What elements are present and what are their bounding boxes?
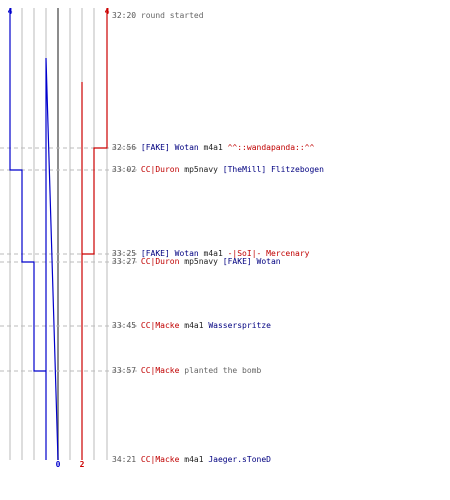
bottom-blue-count: 0 bbox=[56, 460, 61, 469]
event-time: 32:56 bbox=[112, 143, 141, 152]
red-player-name: CC|Macke bbox=[140, 455, 180, 464]
top-blue-count: 4 bbox=[8, 7, 13, 16]
red-player-name: -|SoI|- Mercenary bbox=[227, 249, 310, 258]
event-row: 32:20 round started bbox=[112, 11, 204, 21]
event-time: 33:45 bbox=[112, 321, 141, 330]
event-time: 32:20 bbox=[112, 11, 141, 20]
red-player-name: ^^::wandapanda::^^ bbox=[227, 143, 315, 152]
event-row: 34:21 CC|Macke m4a1 Jaeger.sToneD bbox=[112, 455, 271, 465]
blue-player-name: [TheMill] Flitzebogen bbox=[222, 165, 324, 174]
red-player-name: CC|Macke bbox=[140, 321, 180, 330]
event-text: mp5navy bbox=[179, 165, 223, 174]
blue-player-name: [FAKE] Wotan bbox=[140, 249, 199, 258]
event-text: m4a1 bbox=[198, 249, 228, 258]
blue-player-name: Jaeger.sToneD bbox=[208, 455, 271, 464]
event-text: m4a1 bbox=[198, 143, 228, 152]
event-row: 33:27 CC|Duron mp5navy [FAKE] Wotan bbox=[112, 257, 281, 267]
event-text: mp5navy bbox=[179, 257, 223, 266]
event-text: round started bbox=[140, 11, 204, 20]
event-time: 33:57 bbox=[112, 366, 141, 375]
blue-player-name: [FAKE] Wotan bbox=[222, 257, 281, 266]
blue-player-name: Wasserspritze bbox=[208, 321, 271, 330]
event-row: 33:25 [FAKE] Wotan m4a1 -|SoI|- Mercenar… bbox=[112, 249, 310, 259]
red-player-name: CC|Duron bbox=[140, 257, 180, 266]
blue-player-name: [FAKE] Wotan bbox=[140, 143, 199, 152]
event-row: 33:02 CC|Duron mp5navy [TheMill] Flitzeb… bbox=[112, 165, 324, 175]
event-time: 34:21 bbox=[112, 455, 141, 464]
event-text: planted the bomb bbox=[179, 366, 262, 375]
event-time: 33:25 bbox=[112, 249, 141, 258]
red-player-name: CC|Macke bbox=[140, 366, 180, 375]
event-row: 33:45 CC|Macke m4a1 Wasserspritze bbox=[112, 321, 271, 331]
bottom-red-count: 2 bbox=[80, 460, 85, 469]
event-row: 33:57 CC|Macke planted the bomb bbox=[112, 366, 261, 376]
top-red-count: 4 bbox=[105, 7, 110, 16]
event-text: m4a1 bbox=[179, 321, 209, 330]
red-player-name: CC|Duron bbox=[140, 165, 180, 174]
blue-team-alive-line bbox=[9, 8, 59, 461]
player-grid bbox=[9, 8, 108, 460]
event-time: 33:02 bbox=[112, 165, 141, 174]
red-team-alive-line bbox=[81, 8, 108, 460]
event-text: m4a1 bbox=[179, 455, 209, 464]
event-row: 32:56 [FAKE] Wotan m4a1 ^^::wandapanda::… bbox=[112, 143, 314, 153]
event-time: 33:27 bbox=[112, 257, 141, 266]
